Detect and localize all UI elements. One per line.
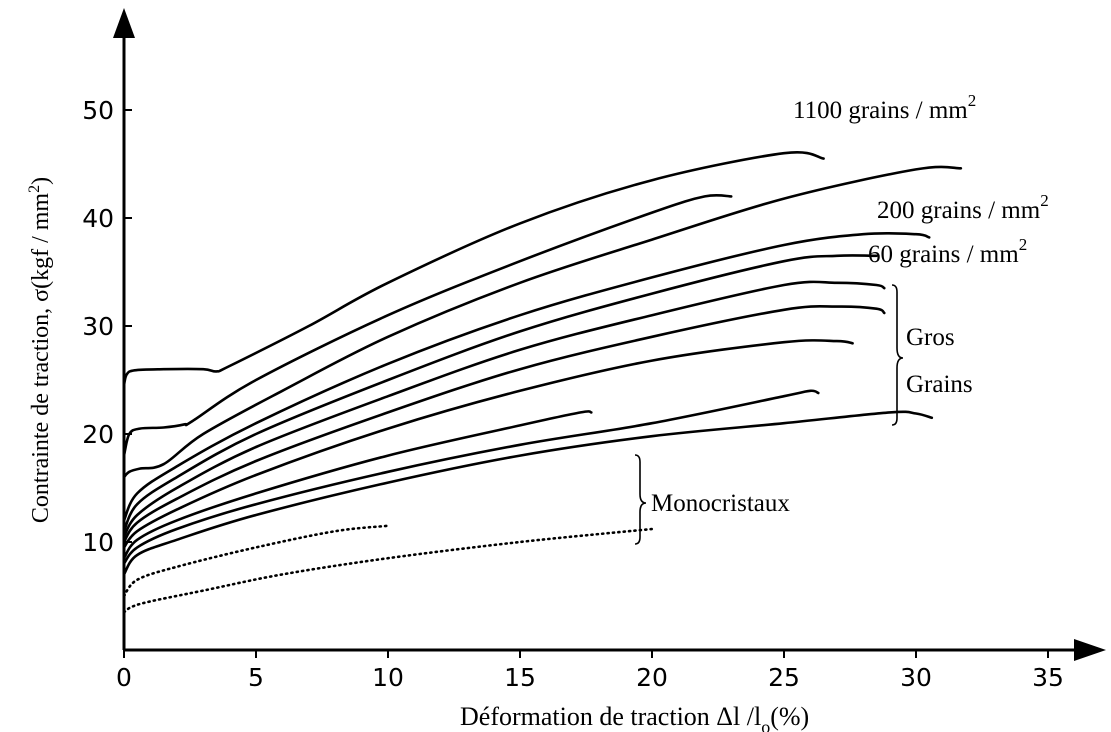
annotation-grains: Grains [906,371,973,398]
x-axis-arrow-icon [1074,639,1106,661]
annotation-1100-grains: 1100 grains / mm2 [793,91,976,124]
polycrystal-curve-4 [122,231,931,522]
polycrystal-curve-2 [122,193,733,457]
polycrystal-curve-10 [122,389,820,565]
y-tick-label: 30 [82,312,114,341]
y-tick-label: 10 [82,528,114,557]
x-tick-label: 0 [116,663,132,692]
y-axis-arrow-icon [113,8,135,38]
polycrystal-curve-8 [122,339,854,549]
annotation-200-grains: 200 grains / mm2 [877,191,1049,224]
x-tick-label: 15 [504,663,536,692]
x-tick-label: 10 [372,663,404,692]
y-tick-label: 50 [82,96,114,125]
polycrystal-curve-7 [122,305,886,544]
monocristaux-brace [634,454,647,545]
polycrystal-curve-5 [122,254,878,533]
polycrystal-curve-6 [122,280,886,538]
x-tick-label: 25 [768,663,800,692]
x-ticks: 0 5 10 15 20 25 30 35 [116,650,1064,692]
x-axis-label: Déformation de traction Δl /lo(%) [460,702,809,732]
x-tick-label: 35 [1032,663,1064,692]
x-tick-label: 5 [248,663,264,692]
series-group [122,151,963,614]
x-tick-label: 30 [900,663,932,692]
annotation-monocristaux: Monocristaux [651,490,790,517]
polycrystal-curve-11 [122,410,934,576]
annotation-60-grains: 60 grains / mm2 [868,235,1027,268]
y-tick-label: 20 [82,420,114,449]
gros-grains-brace [891,284,904,426]
y-tick-label: 40 [82,204,114,233]
y-ticks: 10 20 30 40 50 [82,96,132,557]
polycrystal-curve-9 [122,410,593,560]
polycrystal-curve-3 [122,165,963,479]
monocrystal-curve-12 [122,524,390,598]
x-tick-label: 20 [636,663,668,692]
monocrystal-curve-13 [122,527,654,614]
y-axis-label: Contrainte de traction, σ(kgf / mm2) [26,177,54,523]
annotation-gros: Gros [906,324,955,351]
polycrystal-curve-1 [122,151,825,387]
